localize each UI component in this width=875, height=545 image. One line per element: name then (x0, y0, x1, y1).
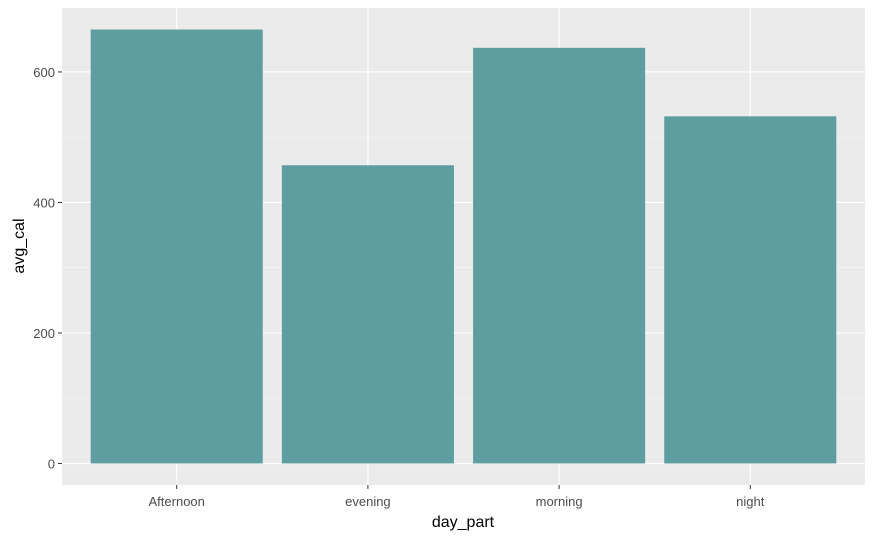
y-tick-label: 0 (48, 456, 55, 471)
bar-afternoon (90, 29, 263, 464)
y-tick-label: 400 (33, 195, 55, 210)
bar-evening (281, 165, 454, 464)
y-axis-ticks: 0 200 400 600 (33, 65, 62, 471)
x-tick-label: morning (536, 494, 583, 509)
bar-morning (473, 47, 646, 464)
y-tick-label: 600 (33, 65, 55, 80)
y-tick-label: 200 (33, 326, 55, 341)
x-tick-label: Afternoon (149, 494, 205, 509)
x-axis-ticks: Afternoon evening morning night (149, 485, 765, 509)
x-tick-label: evening (345, 494, 391, 509)
bars (90, 29, 837, 464)
x-tick-label: night (736, 494, 765, 509)
y-axis-title: avg_cal (11, 218, 28, 273)
x-axis-title: day_part (432, 514, 495, 531)
bar-night (664, 116, 837, 464)
